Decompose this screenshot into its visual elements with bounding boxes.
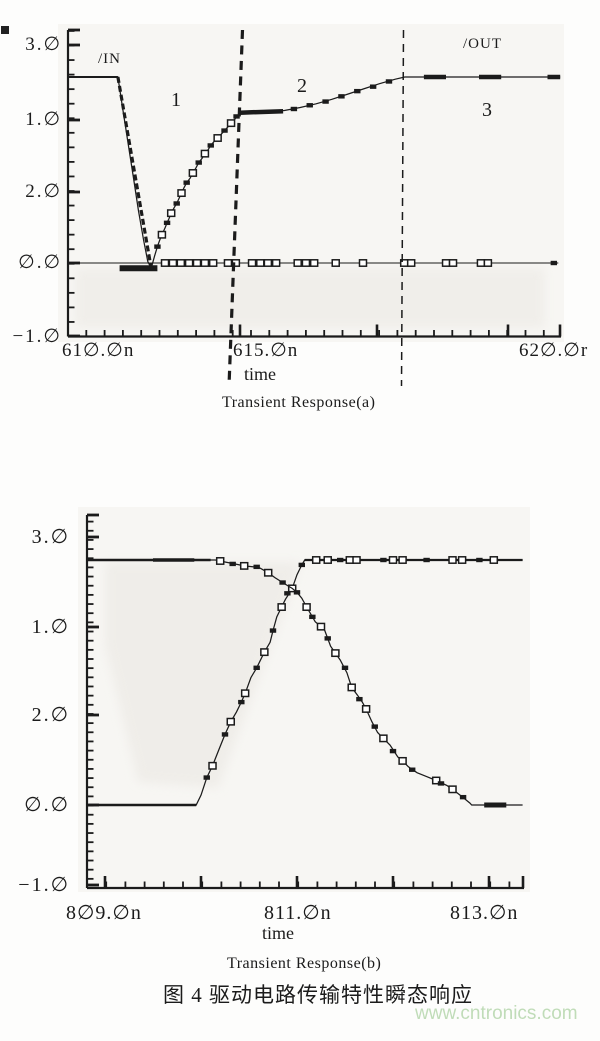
chart-a-region-2: 2 [297,75,307,97]
chart-a-ytick-4: −1.∅ [12,326,62,347]
chart-a-xtick-1: 615.∅n [233,340,299,361]
chart-a-caption: Transient Response(a) [222,394,376,411]
chart-b-graphics [78,507,530,892]
chart-a-xaxis-title: time [244,364,276,384]
chart-b-ytick-3: ∅.∅ [24,794,70,816]
chart-b-ytick-0: 3.∅ [31,526,70,548]
chart-a-region-1: 1 [171,89,181,111]
chart-b-ytick-2: 2.∅ [31,704,70,726]
chart-b-caption: Transient Response(b) [227,955,382,972]
chart-b-xtick-1: 811.∅n [264,902,332,924]
chart-a-ytick-1: 1.∅ [25,109,62,130]
chart-b-xtick-0: 8∅9.∅n [66,902,142,924]
chart-a-out-label: /OUT [463,36,502,52]
chart-b-ytick-1: 1.∅ [31,616,70,638]
chart-a-xtick-0: 61∅.∅n [62,340,135,361]
chart-b-ytick-4: −1.∅ [18,874,70,896]
chart-b-xtick-2: 813.∅n [450,902,519,924]
chart-a-in-label: /IN [98,51,121,67]
chart-a-graphics [58,24,564,387]
chart-b-xaxis-title: time [262,923,294,943]
chart-a-ytick-2: 2.∅ [25,181,62,202]
figure-caption: 图 4 驱动电路传输特性瞬态响应 [163,983,473,1007]
chart-a-xtick-2: 62∅.∅r [519,340,589,361]
chart-a-ytick-3: ∅.∅ [18,252,62,273]
chart-a-ytick-0: 3.∅ [25,34,62,55]
chart-a-region-3: 3 [482,99,492,121]
watermark: www.cntronics.com [415,1003,578,1024]
